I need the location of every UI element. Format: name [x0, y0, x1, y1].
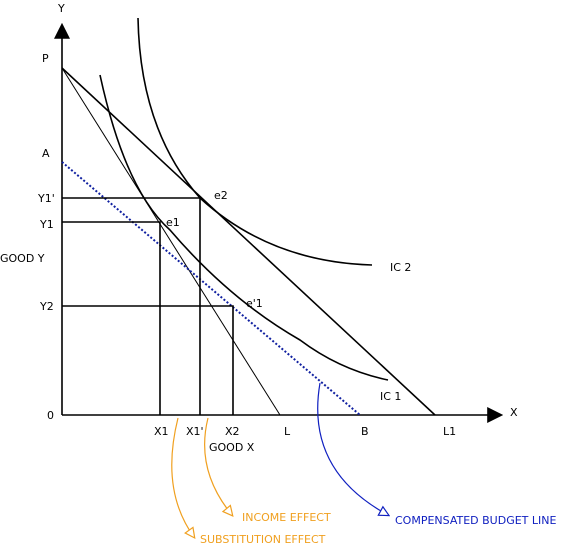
y-title: GOOD Y [0, 252, 45, 265]
y-tick-label: Y1' [37, 192, 55, 205]
substitution-arrow [171, 417, 194, 537]
ic1 [99, 74, 389, 381]
curve-label: IC 2 [390, 261, 411, 274]
y-label: Y [57, 2, 65, 15]
x-label: X [510, 406, 518, 419]
y-tick-label: P [42, 52, 49, 65]
y-tick-label: Y1 [39, 218, 54, 231]
origin: 0 [47, 409, 54, 422]
x-tick-label: X1 [154, 425, 169, 438]
annotation: SUBSTITUTION EFFECT [200, 533, 326, 546]
x-tick-label: X2 [225, 425, 240, 438]
annotation: INCOME EFFECT [242, 511, 331, 524]
point-label: e'1 [246, 297, 263, 310]
x-title: GOOD X [209, 441, 255, 454]
x-tick-label: B [361, 425, 369, 438]
curve-label: IC 1 [380, 390, 401, 403]
x-tick-label: X1' [186, 425, 204, 438]
income-arrow [204, 417, 232, 515]
point-label: e2 [214, 189, 228, 202]
budget-line-pl1 [61, 67, 436, 416]
y-tick-label: Y2 [39, 300, 54, 313]
compensated-budget-line [61, 161, 361, 416]
budget-line-pl [61, 67, 281, 416]
point-label: e1 [166, 216, 180, 229]
compensated-arrow [317, 382, 388, 515]
y-tick-label: A [42, 147, 50, 160]
x-tick-label: L [284, 425, 291, 438]
guide-lines [62, 197, 234, 415]
annotation: COMPENSATED BUDGET LINE [395, 514, 556, 527]
x-tick-label: L1 [443, 425, 456, 438]
